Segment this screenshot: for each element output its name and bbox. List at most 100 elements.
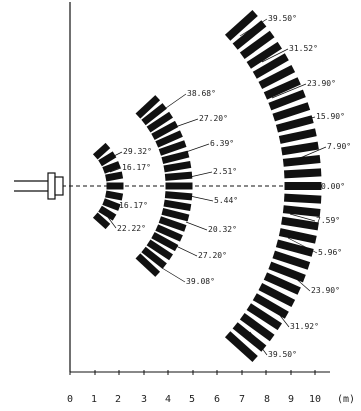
leader-line xyxy=(109,167,122,173)
arc2-bar xyxy=(161,207,190,222)
x-axis-labels: 0 1 2 3 4 5 6 7 8 9 10 (m) xyxy=(67,394,355,405)
arc3-bar xyxy=(252,53,289,79)
angle-label: 27.20° xyxy=(199,114,228,123)
leader-line xyxy=(175,245,198,257)
arc1-bar xyxy=(105,171,124,182)
arc3-bar xyxy=(278,128,317,144)
angle-label: 29.32° xyxy=(123,147,152,156)
arc2-bar xyxy=(146,111,173,133)
arc2-bar xyxy=(151,120,179,140)
arc3-bar xyxy=(282,205,321,218)
angle-label: 31.52° xyxy=(289,44,318,53)
leader-line xyxy=(271,83,307,99)
angle-label: 39.08° xyxy=(186,277,215,286)
arc3-bar xyxy=(263,77,301,100)
leader-line xyxy=(279,116,316,127)
arc2-bar xyxy=(158,140,187,156)
arc2-bar xyxy=(135,253,161,277)
x-tick-label: 8 xyxy=(264,394,270,405)
arc3-bar xyxy=(224,10,258,41)
arc1-bar xyxy=(105,190,124,201)
angle-label: 2.51° xyxy=(213,167,237,176)
arc3-bar xyxy=(278,228,317,244)
leader-line xyxy=(189,195,214,202)
angle-label: 38.68° xyxy=(187,89,216,98)
angle-label: 5.96° xyxy=(318,248,342,257)
angle-label: 16.17° xyxy=(122,163,151,172)
arc2-bar xyxy=(141,103,167,126)
angle-label: 23.90° xyxy=(311,286,340,295)
arc3-labels: 39.50° 31.52° 23.90° 15.90° 7.90° 0.00° … xyxy=(268,14,351,359)
arc3-bar xyxy=(284,168,322,179)
arc3-bar xyxy=(239,312,275,342)
arc1-labels: 29.32° 16.17° 16.17° 22.22° xyxy=(117,147,152,233)
leader-line xyxy=(161,267,186,283)
arc1-bar xyxy=(98,151,117,167)
arc3-bar xyxy=(246,303,282,331)
leader-line xyxy=(165,93,187,109)
x-tick-label: 2 xyxy=(115,394,121,405)
leader-line xyxy=(267,299,290,328)
angle-label: 6.39° xyxy=(210,139,234,148)
sensor-icon xyxy=(14,172,64,200)
angle-label: 31.92° xyxy=(290,322,319,331)
arc3-bar xyxy=(272,102,311,122)
arc2-labels: 38.68° 27.20° 6.39° 2.51° 5.44° 20.32° 2… xyxy=(186,89,238,286)
arc3-bar xyxy=(275,239,314,257)
angle-label: 39.50° xyxy=(268,350,297,359)
arc3-bar xyxy=(281,141,319,156)
x-tick-label: 10 xyxy=(309,394,321,405)
leader-line xyxy=(105,151,123,161)
arc2-bar xyxy=(155,224,183,242)
leader-line xyxy=(185,221,208,231)
angle-label: 16.17° xyxy=(119,201,148,210)
x-tick-label: 1 xyxy=(91,394,97,405)
x-tick-label: 5 xyxy=(189,394,195,405)
leader-line xyxy=(177,118,199,127)
arc3-bar xyxy=(281,216,319,231)
arc2-bar xyxy=(151,232,179,252)
arc2-bar xyxy=(164,191,193,201)
leader-line xyxy=(261,48,289,63)
arc2-bar xyxy=(141,246,167,269)
x-tick-label: 3 xyxy=(141,394,147,405)
arc3-bar xyxy=(232,322,267,352)
leader-line xyxy=(239,18,268,37)
arc3-bar xyxy=(252,293,289,319)
x-tick-label: 6 xyxy=(214,394,220,405)
arc2-bar xyxy=(163,199,192,211)
x-axis-ticks xyxy=(69,370,316,375)
arc3-bar xyxy=(282,154,321,167)
x-tick-label: 9 xyxy=(288,394,294,405)
angle-label: 7.59° xyxy=(316,216,340,225)
x-tick-label: 4 xyxy=(165,394,171,405)
leader-line xyxy=(283,267,311,292)
arc3-bar xyxy=(239,30,275,60)
angle-label: 39.50° xyxy=(268,14,297,23)
arc1-bar xyxy=(102,161,121,174)
angle-label: 5.44° xyxy=(214,196,238,205)
leader-line xyxy=(103,211,117,229)
angle-label: 20.32° xyxy=(208,225,237,234)
arc1-bar xyxy=(98,205,117,221)
leader-line xyxy=(289,213,316,222)
arc2-bar xyxy=(163,161,192,173)
arc3-bar xyxy=(268,89,306,111)
angle-label: 23.90° xyxy=(307,79,336,88)
arc2-bar xyxy=(165,182,193,190)
arc3-bar xyxy=(263,272,301,295)
arc2-bar xyxy=(146,239,173,261)
leader-line xyxy=(287,237,318,254)
arc3-bar xyxy=(232,20,267,50)
arc3-bar xyxy=(246,41,282,69)
arc3-bar xyxy=(268,261,306,283)
angle-label: 27.20° xyxy=(198,251,227,260)
arc2-bar xyxy=(158,216,187,232)
arc3-bar xyxy=(258,283,296,307)
angle-leader-lines xyxy=(103,18,327,356)
leader-line xyxy=(249,331,268,356)
angle-label: 22.22° xyxy=(117,224,146,233)
arc2-bar xyxy=(155,130,183,148)
